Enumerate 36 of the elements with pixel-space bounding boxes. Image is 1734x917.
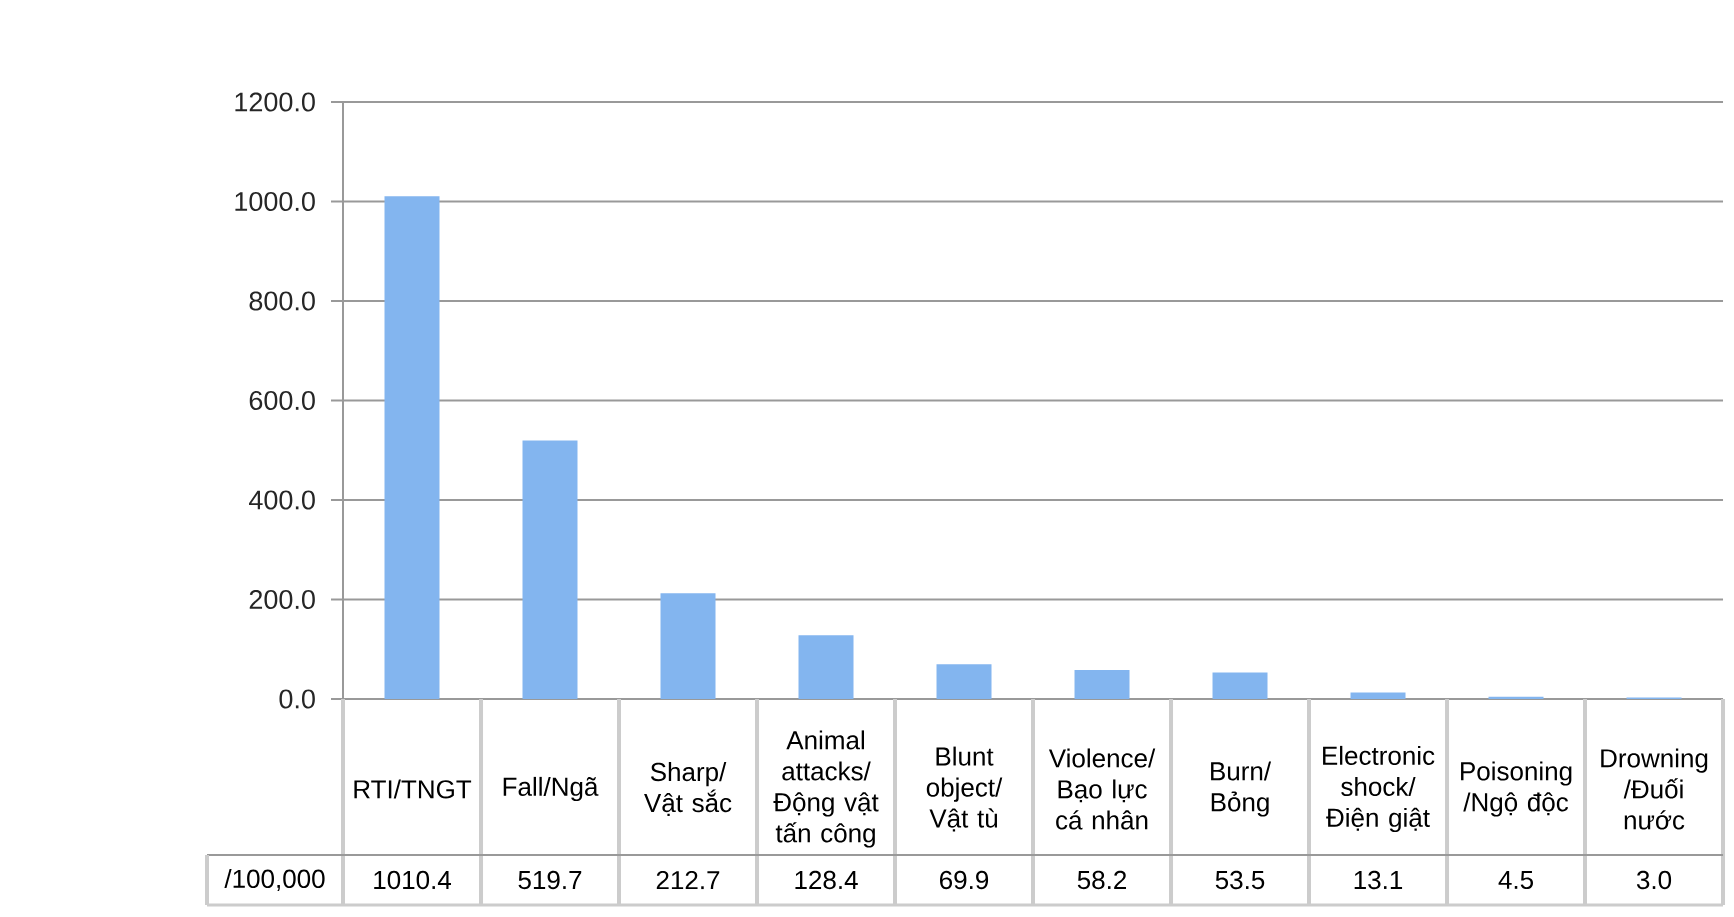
x-tick-label: Fall/Ngã <box>503 776 599 802</box>
x-tick-label: Drowning /Đuối nước <box>1601 748 1708 830</box>
bar <box>522 440 578 700</box>
x-tick-label: Violence/ Bạo lực cá nhân <box>1048 748 1156 830</box>
data-label: 212.7 <box>656 870 720 890</box>
x-tick-label: RTI/TNGT <box>354 779 472 799</box>
y-tick-label: 1200.0 <box>235 92 315 112</box>
data-label: 1010.4 <box>374 870 452 890</box>
data-label: 4.5 <box>1498 870 1533 890</box>
data-label: 69.9 <box>940 870 989 890</box>
y-tick-label: 800.0 <box>249 291 315 311</box>
x-tick-label: Animal attacks/ Động vật tấn công <box>773 730 879 848</box>
data-label: 3.0 <box>1636 870 1672 890</box>
bar <box>384 196 440 700</box>
bar <box>1350 692 1406 700</box>
data-label: 519.7 <box>518 870 582 890</box>
x-tick-label: Sharp/ Vật sắc <box>644 762 732 816</box>
x-tick-label: Electronic shock/ Điện giật <box>1323 745 1435 833</box>
data-label: 128.4 <box>795 870 858 890</box>
y-tick-label: 0.0 <box>279 689 315 709</box>
bar <box>660 593 716 700</box>
y-tick-label: 200.0 <box>249 589 315 610</box>
y-tick-label: 600.0 <box>249 390 315 411</box>
data-label: 58.2 <box>1077 870 1126 890</box>
bar <box>1074 670 1130 700</box>
x-tick-label: Poisoning /Ngộ độc <box>1461 761 1572 817</box>
y-tick-label: 400.0 <box>249 490 315 510</box>
data-label: 53.5 <box>1215 870 1265 890</box>
y-tick-label: 1000.0 <box>235 191 315 212</box>
bar <box>798 635 854 700</box>
data-label: 13.1 <box>1354 870 1403 890</box>
x-tick-label: Blunt object/ Vật tù <box>926 746 1003 832</box>
text: /100,000 <box>224 868 325 892</box>
bar <box>1212 672 1268 700</box>
bar <box>936 664 992 700</box>
x-tick-label: Burn/ Bỏng <box>1211 761 1272 817</box>
